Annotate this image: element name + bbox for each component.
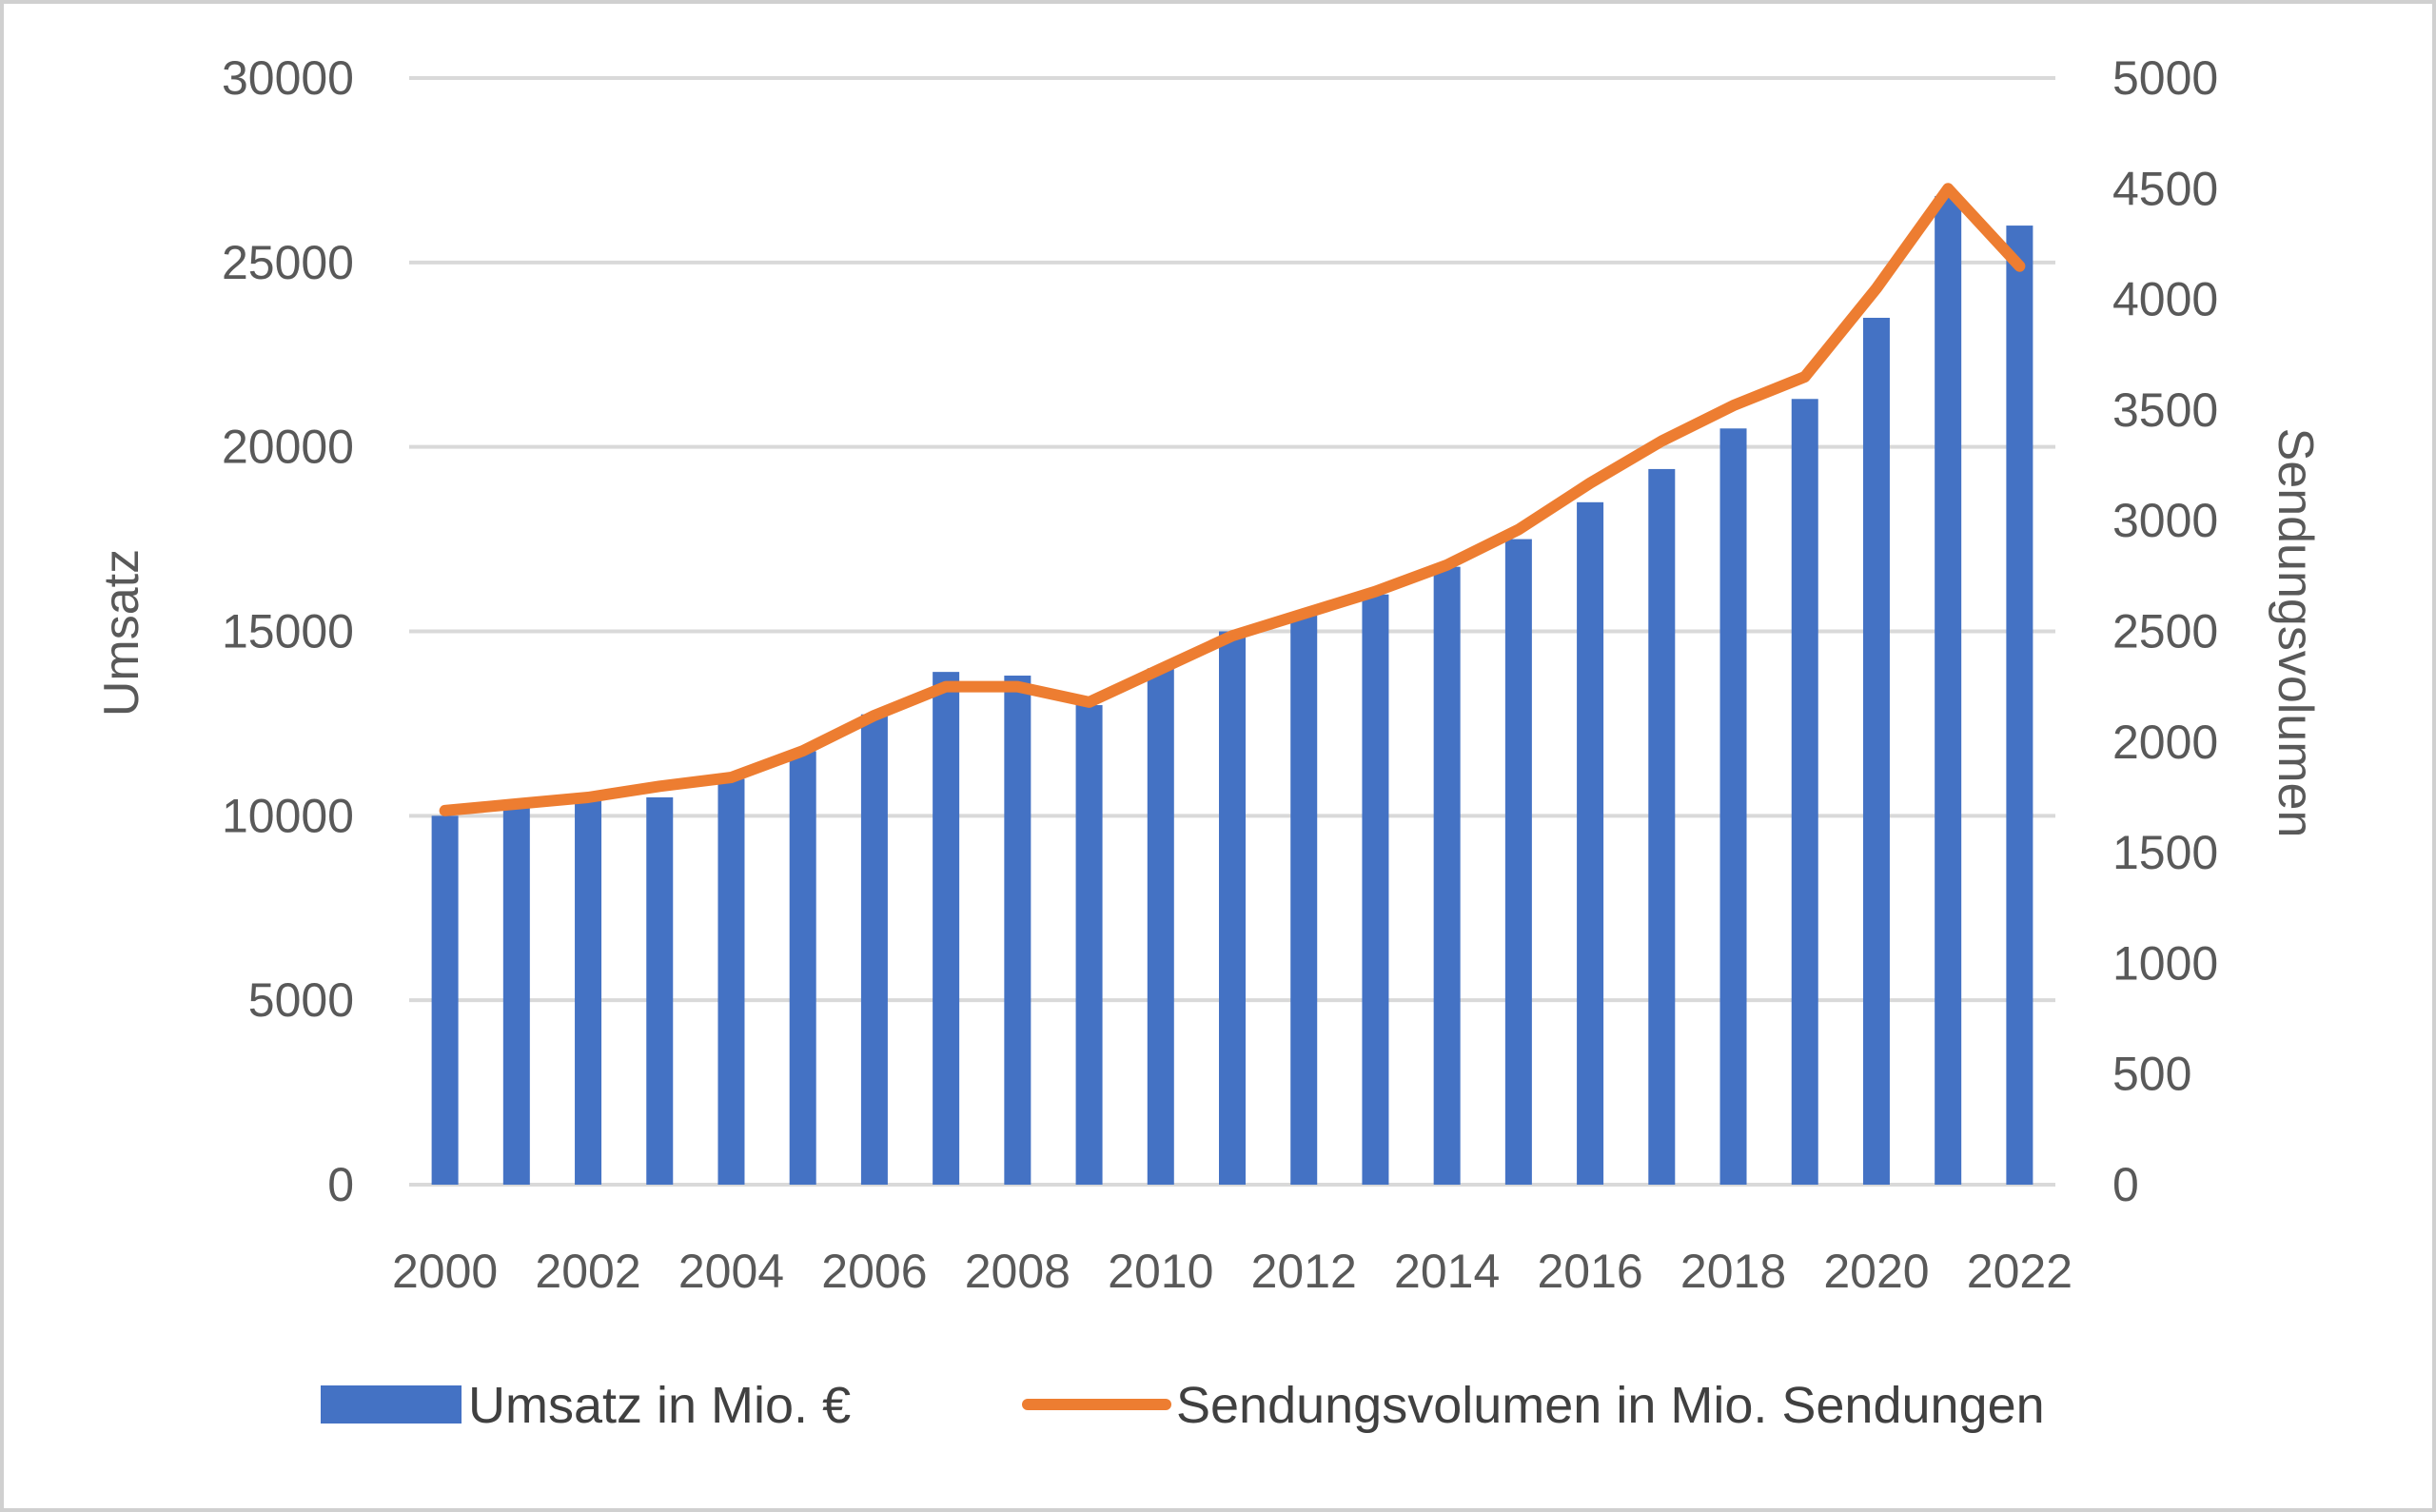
left-tick-label: 30000 bbox=[222, 51, 354, 105]
line-point bbox=[1445, 563, 1448, 566]
bar bbox=[933, 672, 960, 1185]
bar bbox=[1791, 399, 1818, 1185]
bar bbox=[502, 806, 530, 1185]
x-tick-label: 2006 bbox=[821, 1245, 927, 1298]
x-tick-label: 2022 bbox=[1967, 1245, 2073, 1298]
line-point bbox=[873, 714, 875, 717]
bar bbox=[575, 796, 602, 1185]
left-axis-title: Umsatz bbox=[94, 549, 149, 717]
right-tick-label: 2000 bbox=[2112, 716, 2218, 769]
right-tick-label: 4500 bbox=[2112, 162, 2218, 215]
left-axis-ticks: 0 5000 10000 15000 20000 25000 30000 bbox=[222, 51, 354, 1211]
bar-series bbox=[431, 196, 2033, 1186]
line-point bbox=[1517, 528, 1520, 531]
left-tick-label: 0 bbox=[327, 1158, 354, 1211]
x-axis-ticks: 2000 2002 2004 2006 2008 2010 2012 2014 2016 2018… bbox=[392, 1245, 2073, 1298]
bar bbox=[1577, 501, 1604, 1185]
line-point bbox=[1660, 440, 1663, 442]
bar bbox=[1219, 631, 1246, 1185]
bar bbox=[717, 778, 745, 1185]
line-point bbox=[1947, 187, 1950, 190]
left-tick-label: 5000 bbox=[248, 973, 354, 1027]
left-tick-label: 25000 bbox=[222, 236, 354, 289]
right-tick-label: 4000 bbox=[2112, 273, 2218, 326]
x-tick-label: 2000 bbox=[392, 1245, 498, 1298]
right-tick-label: 0 bbox=[2112, 1158, 2139, 1211]
x-tick-label: 2018 bbox=[1680, 1245, 1786, 1298]
bar bbox=[1719, 428, 1747, 1185]
bar bbox=[1504, 539, 1532, 1185]
line-point bbox=[1732, 404, 1735, 407]
bar bbox=[1075, 705, 1103, 1185]
line-series bbox=[439, 183, 2026, 816]
bar bbox=[2006, 226, 2033, 1186]
line-point bbox=[1374, 590, 1377, 593]
line-point bbox=[2018, 265, 2021, 267]
bar bbox=[860, 714, 888, 1185]
x-tick-label: 2010 bbox=[1108, 1245, 1213, 1298]
line-point bbox=[658, 785, 661, 788]
line-point bbox=[1088, 700, 1090, 703]
line-point bbox=[945, 685, 948, 688]
x-tick-label: 2012 bbox=[1251, 1245, 1357, 1298]
line-point bbox=[1016, 685, 1019, 688]
line-point bbox=[1231, 635, 1233, 638]
line-point bbox=[443, 809, 446, 812]
right-axis-title: Sendungsvolumen bbox=[2268, 428, 2323, 838]
right-axis-ticks: 0 500 1000 1500 2000 2500 3000 3500 4000 4500 5000 bbox=[2112, 51, 2218, 1211]
bar bbox=[1935, 196, 1962, 1185]
gridlines bbox=[409, 76, 2055, 1187]
bar bbox=[1648, 468, 1676, 1186]
right-tick-label: 2500 bbox=[2112, 605, 2218, 658]
left-tick-label: 10000 bbox=[222, 789, 354, 842]
x-tick-label: 2014 bbox=[1394, 1245, 1500, 1298]
right-tick-label: 3000 bbox=[2112, 494, 2218, 547]
x-tick-label: 2004 bbox=[678, 1245, 784, 1298]
bar bbox=[1362, 594, 1389, 1185]
line-point bbox=[515, 802, 518, 805]
line-point bbox=[801, 750, 804, 753]
bar bbox=[789, 751, 816, 1185]
bar bbox=[1433, 566, 1461, 1185]
line-point bbox=[1875, 286, 1877, 289]
line-point bbox=[587, 795, 590, 798]
right-tick-label: 500 bbox=[2112, 1048, 2191, 1101]
line-point bbox=[730, 776, 733, 779]
x-tick-label: 2020 bbox=[1823, 1245, 1929, 1298]
x-tick-label: 2016 bbox=[1537, 1245, 1642, 1298]
line-point bbox=[1303, 612, 1306, 615]
bar bbox=[1147, 668, 1174, 1185]
x-tick-label: 2008 bbox=[965, 1245, 1071, 1298]
x-tick-label: 2002 bbox=[535, 1245, 640, 1298]
right-tick-label: 5000 bbox=[2112, 51, 2218, 105]
legend: Umsatz in Mio. € Sendungsvolumen in Mio.… bbox=[321, 1377, 2045, 1434]
line-point bbox=[1803, 376, 1806, 379]
bar bbox=[646, 796, 674, 1185]
line-point bbox=[1159, 668, 1162, 671]
bar bbox=[431, 815, 459, 1185]
bar bbox=[1862, 317, 1890, 1185]
line-point bbox=[1589, 481, 1592, 484]
left-tick-label: 15000 bbox=[222, 605, 354, 658]
bar bbox=[1004, 676, 1031, 1185]
legend-bar-label: Umsatz in Mio. € bbox=[468, 1377, 851, 1434]
left-tick-label: 20000 bbox=[222, 421, 354, 474]
legend-bar-swatch bbox=[321, 1385, 462, 1424]
right-tick-label: 1500 bbox=[2112, 826, 2218, 879]
bar bbox=[1290, 613, 1318, 1185]
legend-line-label: Sendungsvolumen in Mio. Sendungen bbox=[1176, 1377, 2045, 1434]
right-tick-label: 1000 bbox=[2112, 936, 2218, 990]
right-tick-label: 3500 bbox=[2112, 383, 2218, 437]
